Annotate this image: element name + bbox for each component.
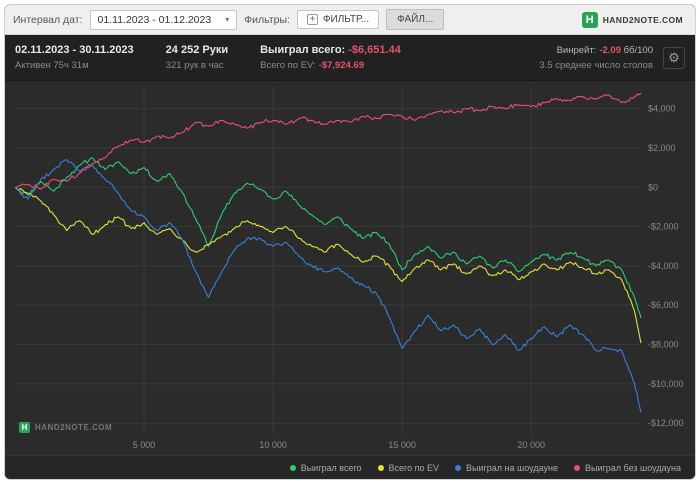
- stats-hands: 24 252 Руки: [165, 44, 229, 56]
- legend-label: Выиграл на шоудауне: [466, 462, 558, 473]
- stats-active-time: Активен 75ч 31м: [15, 60, 89, 71]
- y-axis-label: -$2,000: [648, 222, 679, 232]
- legend-item[interactable]: Выиграл на шоудауне: [455, 463, 558, 473]
- chart-area: $4,000 $2,000 $0 -$2,000 -$4,000 -$6,000 -$8,0…: [5, 81, 695, 455]
- y-axis-label: -$4,000: [648, 261, 679, 271]
- legend-item[interactable]: Всего по EV: [377, 462, 440, 473]
- stat-winnings: Выиграл всего: -$6,651.44 Всего по EV: -$7…: [260, 44, 401, 71]
- series-line-1: [14, 157, 642, 319]
- winrate-value: -2.09: [599, 44, 621, 56]
- y-axis-label: $2,000: [648, 143, 676, 153]
- hand2note-logo-icon: H: [19, 422, 30, 433]
- y-axis-label: $0: [648, 182, 658, 192]
- legend-item[interactable]: Выиграл всего: [289, 462, 362, 473]
- legend-dot: [377, 464, 384, 471]
- stat-date-range: 02.11.2023 - 30.11.2023 Активен 75ч 31м: [15, 44, 134, 71]
- legend-dot: [289, 464, 296, 471]
- winrate-label: Винрейт:: [556, 44, 597, 56]
- chart-legend: Выиграл всего Всего по EV Выиграл на шоуда…: [5, 455, 695, 479]
- date-interval-label: Интервал дат:: [13, 13, 83, 26]
- watermark: H HAND2NOTE.COM: [19, 422, 112, 433]
- brand-logo: H HAND2NOTE.COM: [581, 11, 687, 28]
- brand-text: HAND2NOTE.COM: [602, 14, 683, 25]
- chevron-down-icon: ▾: [225, 15, 230, 24]
- y-axis-label: -$10,000: [648, 379, 684, 389]
- hand2note-logo-icon: H: [581, 11, 598, 28]
- toolbar: Интервал дат: 01.11.2023 - 01.12.2023 ▾ …: [5, 5, 695, 35]
- legend-label: Выиграл всего: [300, 462, 362, 473]
- winrate-unit: бб/100: [623, 44, 653, 56]
- avg-tables: 3.5 среднее число столов: [539, 59, 653, 71]
- won-total-value: -$6,651.44: [348, 44, 401, 56]
- settings-button[interactable]: ⚙: [663, 46, 685, 69]
- ev-total-value: -$7,924.69: [318, 60, 365, 71]
- watermark-text: HAND2NOTE.COM: [35, 423, 113, 432]
- stats-hands-per-hour: 321 рук в час: [165, 60, 224, 71]
- file-button[interactable]: ФАЙЛ...: [386, 9, 445, 30]
- date-range-select[interactable]: 01.11.2023 - 01.12.2023 ▾: [89, 9, 238, 30]
- stats-header: 02.11.2023 - 30.11.2023 Активен 75ч 31м …: [5, 35, 695, 81]
- x-axis-label: 5 000: [133, 440, 156, 450]
- add-filter-button[interactable]: + ФИЛЬТР...: [296, 10, 380, 29]
- x-axis-label: 20 000: [517, 440, 545, 450]
- x-axis-label: 10 000: [259, 440, 287, 450]
- y-axis-label: -$8,000: [648, 340, 679, 350]
- stat-hands: 24 252 Руки 321 рук в час: [166, 44, 228, 71]
- date-range-value: 01.11.2023 - 01.12.2023: [97, 13, 212, 26]
- legend-label: Всего по EV: [388, 462, 440, 473]
- add-filter-label: ФИЛЬТР...: [322, 14, 370, 25]
- series-line-4: [14, 92, 642, 190]
- ev-total-label: Всего по EV:: [260, 60, 316, 71]
- won-total-label: Выиграл всего:: [260, 44, 346, 56]
- y-axis-label: -$12,000: [648, 418, 684, 428]
- y-axis-label: -$6,000: [648, 300, 679, 310]
- legend-dot: [574, 464, 580, 471]
- stat-winrate: Винрейт: -2.09 бб/100 3.5 среднее число с…: [539, 45, 653, 71]
- series-line-3: [14, 159, 642, 413]
- filters-label: Фильтры:: [244, 13, 290, 26]
- winnings-chart: $4,000 $2,000 $0 -$2,000 -$4,000 -$6,000 -$8,0…: [14, 87, 684, 450]
- x-axis-label: 15 000: [388, 440, 416, 450]
- app-window: Интервал дат: 01.11.2023 - 01.12.2023 ▾ …: [4, 4, 696, 480]
- stats-date-range: 02.11.2023 - 30.11.2023: [15, 44, 134, 56]
- gear-icon: ⚙: [668, 50, 680, 65]
- y-axis-label: $4,000: [648, 104, 676, 114]
- plus-icon: +: [306, 14, 318, 25]
- legend-item[interactable]: Выиграл без шоудауна: [574, 463, 681, 473]
- series-line-2: [14, 186, 642, 344]
- legend-label: Выиграл без шоудауна: [585, 462, 681, 473]
- legend-dot: [455, 464, 462, 471]
